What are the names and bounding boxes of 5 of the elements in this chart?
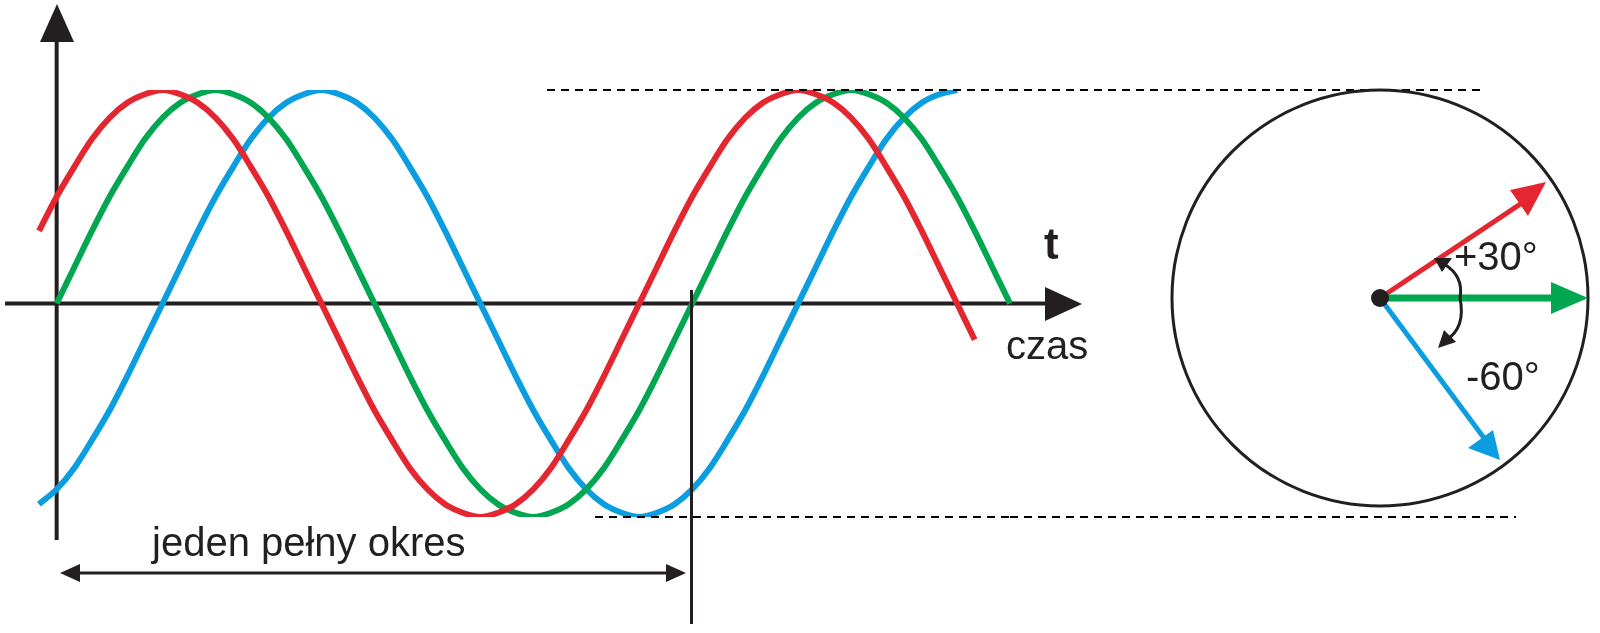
text: -60° (1466, 354, 1540, 398)
text: +30° (1454, 234, 1538, 278)
annotation: czas (1006, 323, 1089, 367)
text: jeden pełny okres (152, 520, 466, 564)
text: t (1044, 219, 1059, 268)
